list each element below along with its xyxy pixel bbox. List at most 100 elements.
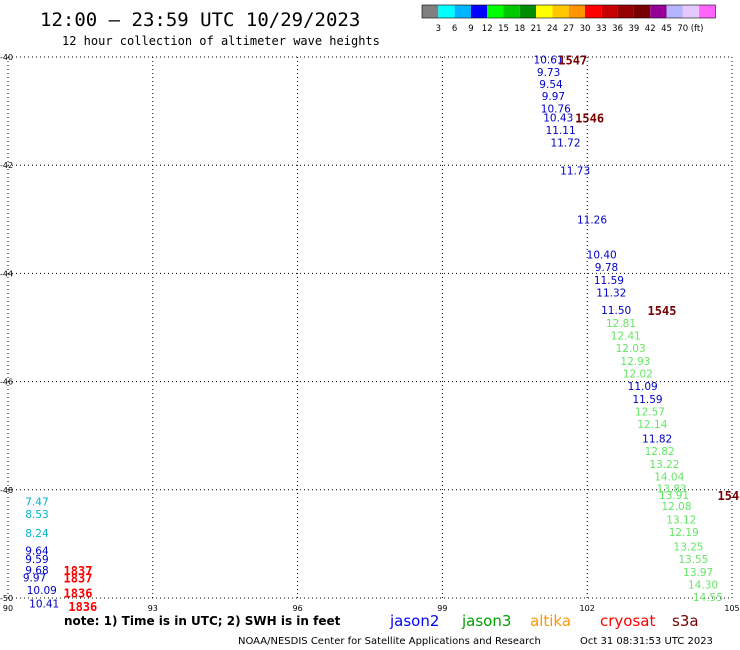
- legend-label: 3: [436, 24, 441, 34]
- y-tick-label: -40: [0, 53, 13, 62]
- swh-label: 9.64: [25, 545, 49, 557]
- x-tick-label: 99: [437, 604, 447, 613]
- legend-label: 33: [596, 24, 607, 34]
- time-label: 1836: [64, 587, 93, 601]
- x-tick-label: 102: [580, 604, 595, 613]
- swh-label: 14.30: [688, 579, 718, 591]
- legend-swatch: [519, 5, 537, 18]
- legend-swatch: [585, 5, 602, 18]
- legend-label: 15: [498, 24, 509, 34]
- swh-label: 12.02: [623, 368, 653, 380]
- legend-label: 30: [580, 24, 591, 34]
- swh-label: 11.11: [546, 125, 576, 137]
- legend-label: 27: [563, 24, 574, 34]
- legend-swatch: [666, 5, 683, 18]
- legend-swatch: [568, 5, 585, 18]
- swh-label: 9.78: [595, 262, 618, 274]
- legend-frame: [421, 4, 716, 19]
- x-tick-label: 96: [293, 604, 303, 613]
- swh-label: 13.55: [678, 554, 708, 566]
- swh-label: 11.26: [577, 214, 607, 226]
- legend-label: 12: [482, 24, 493, 34]
- footer-timestamp: Oct 31 08:31:53 UTC 2023: [580, 636, 713, 647]
- legend-label: 21: [531, 24, 542, 34]
- chart-title: 12:00 – 23:59 UTC 10/29/2023: [40, 9, 360, 31]
- legend-label: 18: [514, 24, 525, 34]
- y-tick-label: -50: [0, 594, 13, 603]
- satellite-name: s3a: [672, 612, 699, 630]
- swh-label: 12.93: [620, 356, 650, 368]
- swh-label: 10.40: [587, 249, 617, 261]
- legend-swatch: [503, 5, 520, 18]
- satellite-legend: jason2 jason3 altika cryosat s3a: [389, 612, 699, 630]
- time-label: 1547: [558, 54, 587, 68]
- swh-label: 7.47: [25, 497, 48, 509]
- swh-label: 14.55: [693, 592, 723, 604]
- swh-label: 12.41: [611, 331, 641, 343]
- swh-label: 11.59: [633, 394, 663, 406]
- swh-label: 11.59: [594, 275, 624, 287]
- swh-label: 8.53: [25, 509, 48, 521]
- time-label: 1837: [64, 564, 93, 578]
- plot-axes: 90 93 96 99 102 105 -40 -42 -44 -46 -48 -50: [0, 53, 740, 613]
- swh-label: 12.19: [669, 527, 699, 539]
- legend-label: 39: [628, 24, 639, 34]
- swh-label: 13.25: [674, 542, 704, 554]
- legend-label: 36: [612, 24, 623, 34]
- swh-label: 11.09: [628, 381, 658, 393]
- swh-label: 10.61: [534, 55, 564, 67]
- satellite-name: cryosat: [600, 612, 655, 630]
- swh-label: 9.54: [539, 79, 563, 91]
- legend-swatch: [682, 5, 700, 18]
- legend-swatch: [650, 5, 667, 18]
- satellite-name: altika: [530, 612, 571, 630]
- swh-values: 10.619.739.549.9710.7610.4311.1111.7211.…: [23, 55, 723, 611]
- footer-credit: NOAA/NESDIS Center for Satellite Applica…: [238, 636, 541, 647]
- legend-label: 45: [661, 24, 672, 34]
- swh-label: 11.32: [596, 287, 626, 299]
- legend-label: 24: [547, 24, 558, 34]
- time-label: 1546: [575, 112, 604, 126]
- swh-label: 9.97: [23, 572, 46, 584]
- y-tick-label: -44: [0, 269, 13, 278]
- y-tick-label: -42: [0, 161, 13, 170]
- legend-swatch: [633, 5, 651, 18]
- swh-label: 11.82: [642, 433, 672, 445]
- x-tick-label: 105: [724, 604, 739, 613]
- swh-label: 9.97: [542, 91, 565, 103]
- swh-label: 10.41: [29, 598, 59, 610]
- swh-label: 12.03: [616, 343, 646, 355]
- color-legend: 3 6 9 12 15 18 21 24 27 30 33 36 39 42 45 70 (ft): [421, 4, 716, 34]
- swh-label: 8.24: [25, 528, 49, 540]
- legend-swatch: [699, 5, 716, 18]
- time-label: 1837: [64, 571, 93, 585]
- swh-label: 12.14: [637, 419, 667, 431]
- swh-label: 13.97: [683, 567, 713, 579]
- swh-label: 12.82: [645, 446, 675, 458]
- legend-swatch: [454, 5, 471, 18]
- swh-label: 12.81: [606, 318, 636, 330]
- swh-label: 10.09: [27, 585, 57, 597]
- swh-label: 13.83: [657, 484, 687, 496]
- legend-label: 6: [452, 24, 457, 34]
- legend-swatch: [438, 5, 455, 18]
- swh-label: 13.91: [659, 490, 689, 502]
- legend-swatch: [601, 5, 618, 18]
- legend-label: 42: [645, 24, 656, 34]
- swh-label: 12.57: [635, 406, 665, 418]
- legend-swatch: [617, 5, 634, 18]
- swh-label: 11.73: [560, 166, 590, 178]
- time-label: 1544: [718, 489, 740, 503]
- plot-grid: [7, 56, 733, 599]
- swh-label: 9.59: [25, 554, 48, 566]
- swh-label: 13.22: [649, 459, 679, 471]
- legend-label: 9: [468, 24, 473, 34]
- swh-label: 10.43: [543, 113, 573, 125]
- satellite-name: jason2: [389, 612, 439, 630]
- legend-label: 70: [677, 24, 688, 34]
- swh-label: 11.72: [550, 137, 580, 149]
- legend-label: (ft): [691, 24, 704, 34]
- legend-swatch: [470, 5, 488, 18]
- satellite-name: jason3: [461, 612, 511, 630]
